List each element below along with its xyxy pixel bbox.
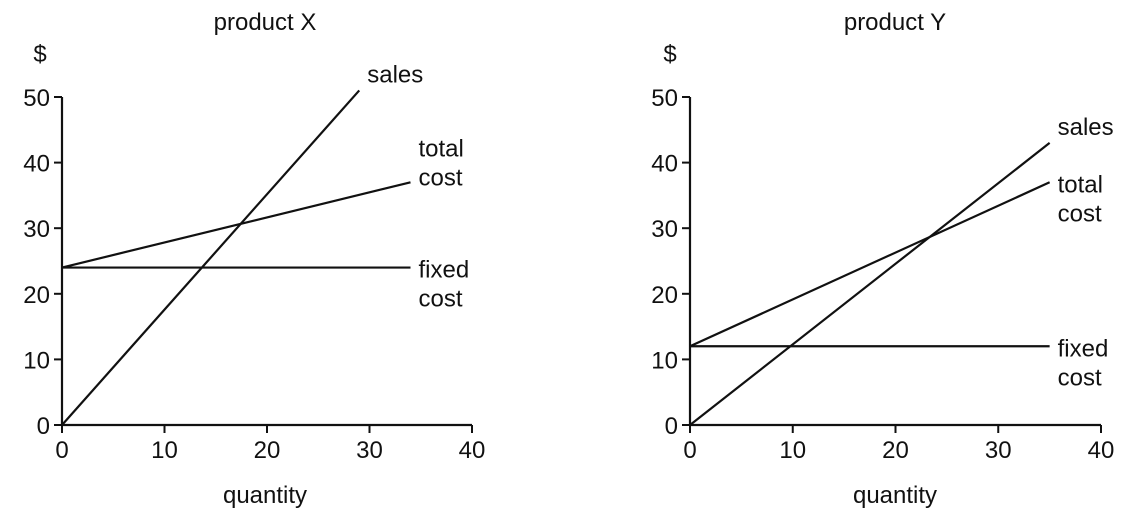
- y-tick-label: 10: [23, 347, 50, 374]
- y-axis-label: $: [33, 41, 46, 68]
- y-tick-label: 30: [651, 216, 678, 243]
- series-label: fixed cost: [419, 257, 470, 313]
- series-line-sales: [61, 89, 361, 426]
- y-tick-label: 50: [23, 85, 50, 112]
- y-tick-label: 40: [23, 151, 50, 178]
- x-axis-label: quantity: [223, 482, 307, 509]
- series-label-line: sales: [367, 61, 423, 88]
- x-tick-label: 40: [1088, 437, 1115, 464]
- x-tick-label: 20: [882, 437, 909, 464]
- y-tick-label: 30: [23, 216, 50, 243]
- series-label-line: fixed: [419, 257, 470, 284]
- y-tick-label: 10: [651, 347, 678, 374]
- x-axis-label: quantity: [853, 482, 937, 509]
- x-tick-label: 0: [55, 437, 68, 464]
- x-tick-label: 30: [985, 437, 1012, 464]
- series-label: fixed cost: [1058, 335, 1109, 391]
- x-tick-label: 30: [356, 437, 383, 464]
- x-tick-label: 40: [459, 437, 486, 464]
- y-tick-label: 0: [665, 413, 678, 440]
- y-tick-label: 20: [651, 282, 678, 309]
- series-label-line: cost: [419, 164, 463, 191]
- y-tick-label: 0: [37, 413, 50, 440]
- y-tick-label: 20: [23, 282, 50, 309]
- series-label-line: fixed: [1058, 335, 1109, 362]
- chart-product-x: product X $0 10 20 30 40 50 0 10 20 30 40 quantity sa…: [23, 9, 485, 509]
- y-tick-label: 40: [651, 151, 678, 178]
- series-line-total-cost: [61, 181, 411, 269]
- chart-title: product X: [214, 9, 317, 36]
- y-tick-label: 50: [651, 85, 678, 112]
- y-axis-label: $: [663, 41, 676, 68]
- series-label-line: sales: [1058, 114, 1114, 141]
- chart-product-y: product Y $0 10 20 30 40 50 0 10 20 30 40 quantity sa…: [651, 9, 1114, 509]
- x-tick-label: 10: [151, 437, 178, 464]
- series-label-line: cost: [419, 286, 463, 313]
- series-line-total-cost: [689, 181, 1051, 348]
- series-label: sales: [1058, 114, 1114, 141]
- series-label: sales: [367, 61, 423, 88]
- series-line-sales: [689, 142, 1051, 426]
- series-label: total cost: [419, 135, 464, 191]
- series-label-line: total: [1058, 171, 1103, 198]
- series-label-line: total: [419, 135, 464, 162]
- x-tick-label: 20: [254, 437, 281, 464]
- series-label-line: cost: [1058, 200, 1102, 227]
- series-label: total cost: [1058, 171, 1103, 227]
- x-tick-label: 10: [779, 437, 806, 464]
- chart-title: product Y: [844, 9, 946, 36]
- x-tick-label: 0: [683, 437, 696, 464]
- series-label-line: cost: [1058, 364, 1102, 391]
